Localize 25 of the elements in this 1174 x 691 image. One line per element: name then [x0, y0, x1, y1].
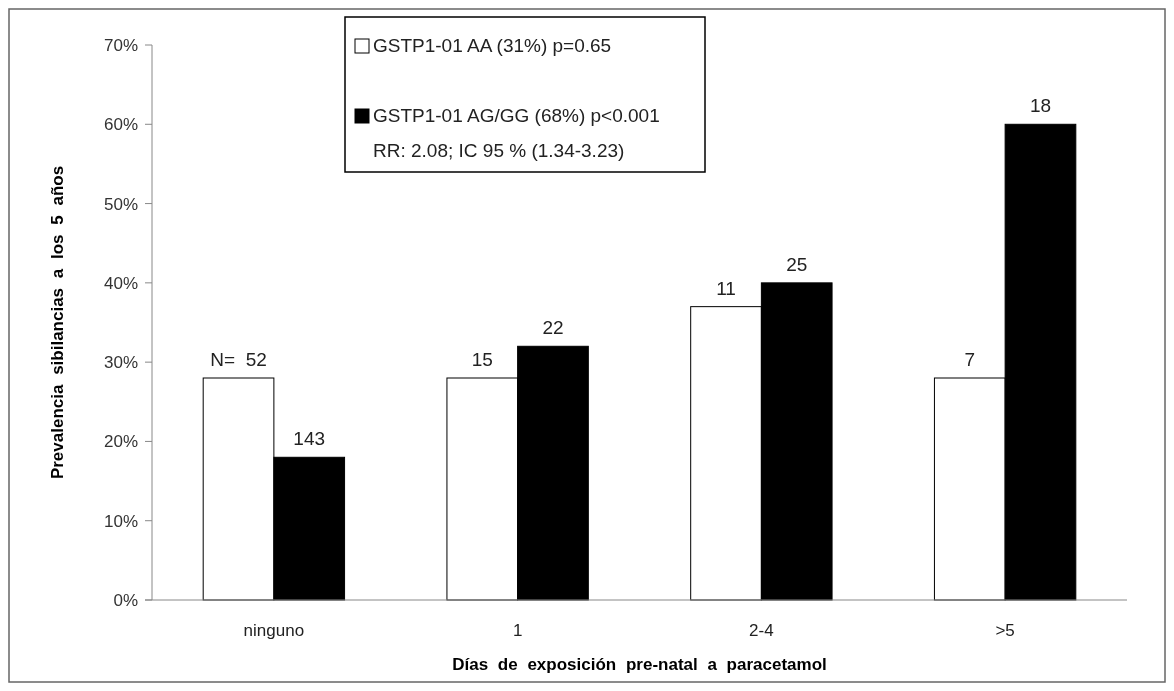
y-tick-label: 0%: [113, 590, 138, 610]
x-tick-label: 2-4: [749, 621, 774, 640]
x-tick-label: 1: [512, 621, 523, 640]
annotation: N= 52: [210, 349, 267, 370]
y-tick-label: 50%: [103, 194, 138, 214]
y-tick-label: 60%: [103, 115, 138, 135]
legend-label: GSTP1-01 AA (31%) p=0.65: [373, 35, 612, 56]
annotation: 7: [964, 349, 976, 370]
y-tick-label: 70%: [103, 35, 138, 55]
annotation: 18: [1029, 95, 1052, 117]
annotation: 25: [786, 253, 808, 275]
y-axis-title: Prevalencia sibilancias a los 5 años: [48, 165, 67, 480]
annotation: 143: [293, 428, 326, 450]
x-tick-label: >5: [995, 621, 1015, 640]
y-tick-label: 20%: [103, 432, 138, 452]
annotation: RR: 2.08; IC 95 % (1.34-3.23): [373, 140, 625, 161]
x-tick-label: ninguno: [243, 621, 305, 640]
y-tick-label: 10%: [103, 511, 138, 531]
annotation: 15: [471, 349, 493, 370]
annotation: 11: [716, 277, 736, 299]
y-tick-label: 30%: [103, 353, 138, 373]
legend-label: GSTP1-01 AG/GG (68%) p<0.001: [373, 105, 660, 126]
y-tick-label: 40%: [103, 273, 138, 293]
annotation: 22: [542, 317, 564, 339]
x-axis-title: Días de exposición pre-natal a paracetamol: [452, 655, 827, 674]
